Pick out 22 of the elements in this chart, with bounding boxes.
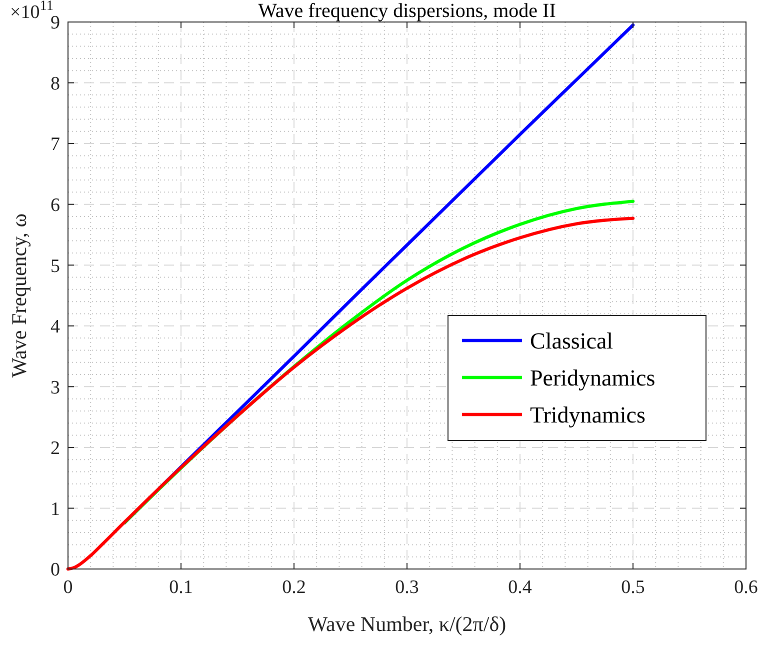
x-tick-label: 0.6 (734, 577, 758, 598)
y-tick-label: 4 (50, 316, 60, 338)
legend-label: Tridynamics (530, 402, 646, 428)
y-tick-label: 9 (50, 12, 60, 34)
y-tick-label: 7 (50, 134, 60, 156)
x-axis-title: Wave Number, κ/(2π/δ) (308, 612, 506, 636)
y-tick-label: 3 (50, 377, 60, 398)
x-tick-label: 0.3 (395, 577, 419, 598)
x-tick-label: 0.4 (508, 577, 532, 598)
chart-title: Wave frequency dispersions, mode II (258, 0, 556, 22)
y-axis-title: Wave Frequency, ω (7, 213, 31, 378)
legend-label: Peridynamics (530, 366, 656, 391)
y-tick-label: 2 (50, 438, 60, 460)
y-tick-label: 5 (50, 256, 60, 277)
y-tick-label: 8 (50, 73, 60, 94)
y-tick-label: 6 (50, 194, 60, 216)
y-tick-label: 1 (50, 498, 60, 520)
legend-label: Classical (530, 328, 614, 354)
x-tick-label: 0.5 (621, 577, 645, 598)
y-tick-label: 0 (50, 560, 60, 581)
x-tick-label: 0.2 (282, 577, 306, 598)
x-tick-label: 0.1 (169, 577, 193, 598)
